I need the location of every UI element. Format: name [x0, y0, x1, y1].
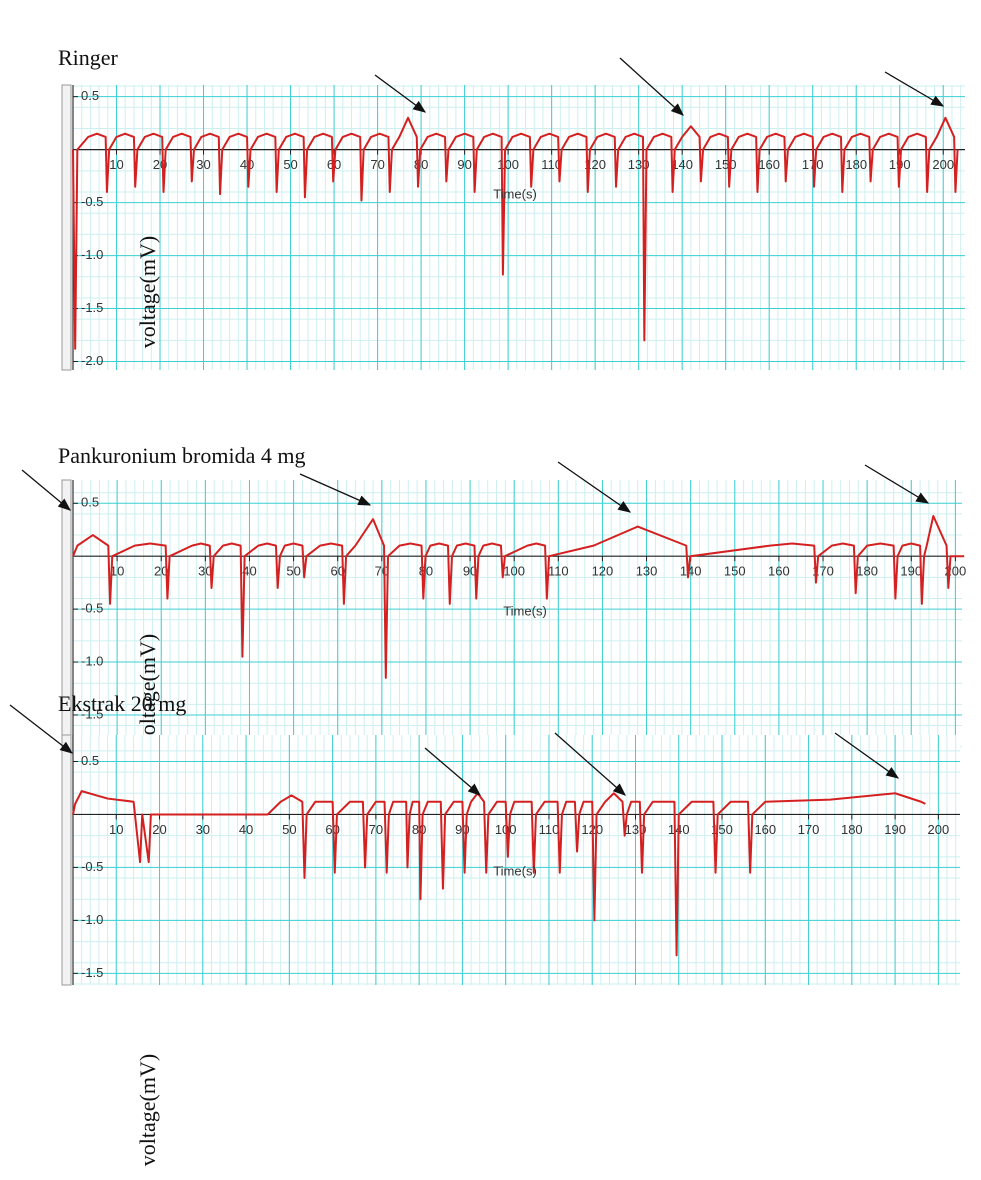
x-axis-label: Time(s) [503, 603, 547, 618]
x-tick-label: 160 [754, 822, 776, 837]
y-axis-label: voltage(mV) [135, 634, 160, 746]
y-axis-frame [62, 735, 71, 985]
x-tick-label: 200 [932, 157, 954, 172]
y-tick-label: 0.5 [81, 753, 99, 768]
x-tick-label: 100 [497, 157, 519, 172]
x-tick-label: 120 [592, 564, 614, 579]
x-tick-label: 140 [680, 564, 702, 579]
x-tick-label: 180 [856, 564, 878, 579]
y-tick-label: -0.5 [81, 859, 103, 874]
y-tick-label: -1.0 [81, 653, 103, 668]
x-tick-label: 200 [928, 822, 950, 837]
x-tick-label: 90 [457, 157, 471, 172]
x-tick-label: 190 [900, 564, 922, 579]
y-tick-label: -1.5 [81, 965, 103, 980]
x-tick-label: 160 [768, 564, 790, 579]
x-tick-label: 50 [282, 822, 296, 837]
x-axis-label: Time(s) [493, 863, 537, 878]
x-tick-label: 80 [414, 157, 428, 172]
x-tick-label: 20 [152, 822, 166, 837]
y-tick-label: -1.0 [81, 912, 103, 927]
x-tick-label: 100 [503, 564, 525, 579]
x-tick-label: 160 [758, 157, 780, 172]
x-tick-label: 180 [845, 157, 867, 172]
y-tick-label: -1.5 [81, 300, 103, 315]
x-tick-label: 40 [239, 822, 253, 837]
x-tick-label: 110 [548, 564, 569, 579]
x-tick-label: 70 [370, 157, 384, 172]
y-tick-label: -2.0 [81, 353, 103, 368]
x-tick-label: 30 [196, 822, 210, 837]
x-tick-label: 70 [369, 822, 383, 837]
y-axis-frame [62, 85, 71, 370]
y-axis-label: voltage(mV) [135, 236, 160, 348]
y-axis-label: voltage(mV) [135, 1054, 160, 1166]
x-axis-label: Time(s) [493, 186, 537, 201]
x-tick-label: 10 [109, 157, 123, 172]
y-tick-label: -0.5 [81, 601, 103, 616]
chart-title: Pankuronium bromida 4 mg [58, 443, 305, 468]
x-tick-label: 30 [196, 157, 210, 172]
y-tick-label: 0.5 [81, 495, 99, 510]
chart-title: Ekstrak 20 mg [58, 691, 186, 716]
x-tick-label: 150 [724, 564, 746, 579]
x-tick-label: 170 [798, 822, 820, 837]
x-tick-label: 110 [539, 822, 560, 837]
y-tick-label: -1.0 [81, 247, 103, 262]
x-tick-label: 50 [286, 564, 300, 579]
x-tick-label: 150 [715, 157, 737, 172]
y-tick-label: -0.5 [81, 194, 103, 209]
figure: 1020304050607080901001101201301401501601… [0, 0, 981, 1180]
x-tick-label: 130 [636, 564, 658, 579]
x-tick-label: 10 [109, 822, 123, 837]
x-tick-label: 180 [841, 822, 863, 837]
x-tick-label: 190 [884, 822, 906, 837]
chart-title: Ringer [58, 45, 119, 70]
y-tick-label: 0.5 [81, 88, 99, 103]
x-tick-label: 50 [283, 157, 297, 172]
plot-area [73, 85, 965, 370]
page: {"chart_data": [ {"type": "line", "title… [0, 0, 981, 1180]
